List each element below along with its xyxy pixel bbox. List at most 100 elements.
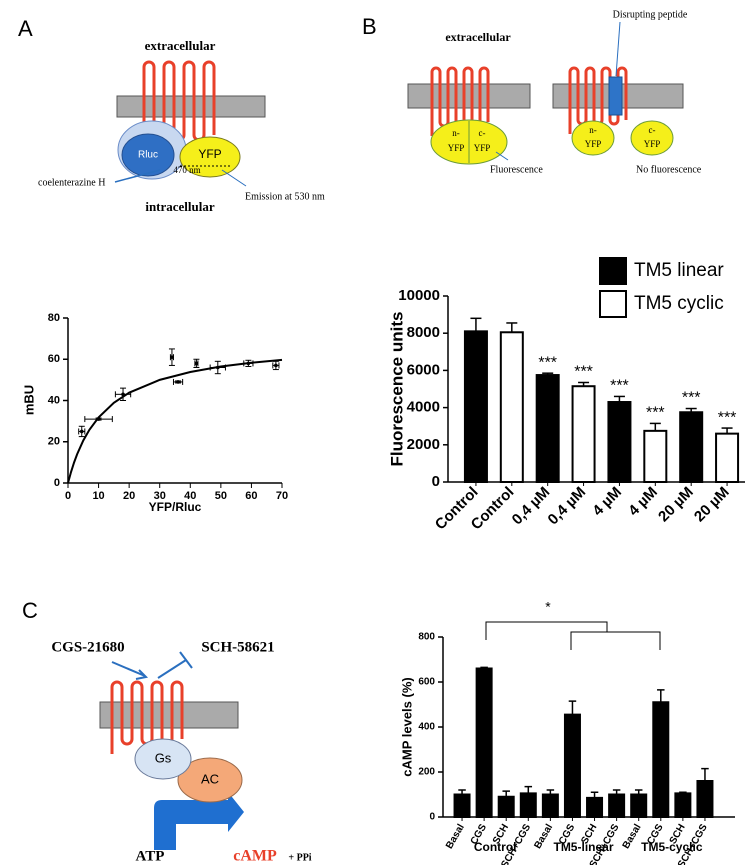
x-tick-label: 20 µM bbox=[691, 484, 733, 526]
x-tick-label: 0 bbox=[65, 490, 71, 502]
x-tick-label: 40 bbox=[184, 490, 196, 502]
x-tick-label: 70 bbox=[276, 490, 288, 502]
rluc bbox=[121, 133, 175, 177]
x-tick-label: 20 µM bbox=[655, 484, 697, 526]
gs bbox=[134, 738, 192, 780]
bar bbox=[679, 411, 704, 483]
bar bbox=[608, 793, 626, 818]
point bbox=[216, 365, 220, 370]
point bbox=[79, 429, 84, 434]
legend-label: TM5 cyclic bbox=[634, 293, 724, 314]
y-tick-label: 600 bbox=[418, 677, 435, 688]
bar bbox=[630, 793, 648, 818]
x-tick-label: 4 µM bbox=[589, 484, 625, 520]
ac bbox=[177, 757, 243, 803]
y-tick-label: 10000 bbox=[398, 287, 440, 304]
fragment-label: c- bbox=[479, 128, 486, 138]
significance: * bbox=[545, 599, 551, 615]
ligand-label: CGS-21680 bbox=[51, 639, 124, 655]
y-tick-label: 800 bbox=[418, 632, 435, 643]
yfp bbox=[179, 136, 241, 178]
compartment-label: intracellular bbox=[145, 199, 215, 214]
x-axis-label: YFP/Rluc bbox=[149, 500, 202, 514]
group-label: TM5-cyclic bbox=[641, 840, 703, 854]
x-tick-label: Basal bbox=[532, 822, 555, 851]
fragment-label: c- bbox=[649, 125, 656, 135]
arrow bbox=[615, 21, 621, 77]
y-tick-label: 6000 bbox=[407, 361, 440, 378]
inhibitor bbox=[157, 659, 187, 679]
bar bbox=[519, 792, 537, 818]
rluc-label: Rluc bbox=[138, 150, 158, 161]
significance: *** bbox=[538, 354, 557, 371]
legend-label: TM5 linear bbox=[634, 260, 724, 281]
bar bbox=[497, 795, 515, 818]
y-tick-label: 20 bbox=[48, 436, 60, 448]
arrow bbox=[111, 661, 146, 677]
bar bbox=[535, 374, 560, 483]
yfp bbox=[571, 120, 615, 156]
bracket bbox=[570, 631, 661, 650]
bar bbox=[499, 331, 524, 483]
peptide-label: Disrupting peptide bbox=[613, 9, 688, 20]
group-label: Control bbox=[474, 840, 517, 854]
bar bbox=[463, 330, 488, 483]
y-tick-label: 400 bbox=[418, 722, 435, 733]
point bbox=[96, 417, 101, 421]
panel-label: A bbox=[18, 16, 33, 41]
group-label: TM5-linear bbox=[553, 840, 613, 854]
bar bbox=[571, 385, 596, 483]
y-tick-label: 0 bbox=[429, 812, 435, 823]
product-label: cAMP bbox=[233, 848, 277, 865]
legend-swatch bbox=[599, 290, 627, 318]
arrow bbox=[114, 169, 161, 183]
arrow-head bbox=[135, 669, 149, 680]
bar bbox=[652, 701, 670, 818]
bar bbox=[674, 792, 692, 818]
emission-label: Emission at 530 nm bbox=[245, 191, 325, 202]
y-axis-label: Fluorescence units bbox=[387, 312, 406, 467]
bar bbox=[696, 780, 714, 818]
y-tick-label: 40 bbox=[48, 394, 60, 406]
x-tick-label: 0,4 µM bbox=[509, 484, 554, 529]
point bbox=[170, 355, 174, 359]
compartment-label: extracellular bbox=[445, 30, 511, 44]
reaction-arrow bbox=[154, 792, 244, 850]
y-tick-label: 60 bbox=[48, 353, 60, 365]
fragment-label: YFP bbox=[585, 139, 602, 149]
compartment-label: extracellular bbox=[145, 38, 216, 53]
peptide bbox=[608, 76, 623, 116]
y-tick-label: 200 bbox=[418, 767, 435, 778]
byproduct-label: + PPi bbox=[288, 852, 311, 863]
membrane bbox=[116, 95, 266, 118]
y-tick-label: 0 bbox=[432, 473, 440, 490]
wavelength-label: 470 nm bbox=[173, 165, 200, 175]
fragment-label: YFP bbox=[644, 139, 661, 149]
point bbox=[194, 361, 199, 366]
point bbox=[176, 380, 180, 384]
y-tick-label: 80 bbox=[48, 312, 60, 324]
panel-label: C bbox=[22, 598, 38, 623]
y-tick-label: 0 bbox=[54, 477, 60, 489]
bar bbox=[643, 429, 668, 484]
membrane bbox=[407, 83, 531, 109]
ac-label: AC bbox=[201, 771, 219, 786]
fragment-label: YFP bbox=[474, 143, 491, 153]
x-tick-label: 30 bbox=[154, 490, 166, 502]
significance: *** bbox=[646, 405, 665, 422]
bar bbox=[607, 401, 632, 483]
x-tick-label: 0,4 µM bbox=[545, 484, 590, 529]
legend-swatch bbox=[599, 257, 627, 285]
significance: *** bbox=[610, 378, 629, 395]
x-tick-label: 20 bbox=[123, 490, 135, 502]
significance: *** bbox=[682, 390, 701, 407]
significance: *** bbox=[718, 409, 737, 426]
fragment-label: YFP bbox=[448, 143, 465, 153]
x-tick-label: 10 bbox=[92, 490, 104, 502]
ligand-label: SCH-58621 bbox=[201, 639, 274, 655]
y-tick-label: 8000 bbox=[407, 324, 440, 341]
panel-label: B bbox=[362, 14, 377, 39]
result-label: Fluorescence bbox=[490, 164, 543, 175]
y-axis-label: cAMP levels (%) bbox=[399, 677, 414, 776]
x-tick-label: Basal bbox=[444, 822, 467, 851]
